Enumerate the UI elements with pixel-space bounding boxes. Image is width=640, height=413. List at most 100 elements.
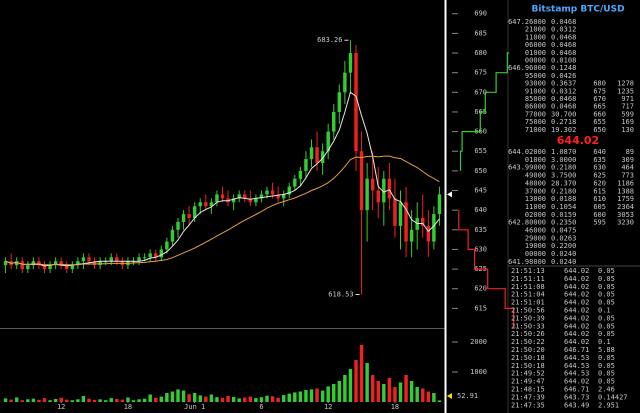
trade-time: 21:49:52 [511,370,545,378]
x-tick-label: Jun 1 [184,403,205,411]
bid-cell: 48000 [525,179,546,187]
x-tick-label: 18 [391,403,399,411]
bid-cell: 0.0475 [551,227,576,235]
bid-cell: 643.99000 [508,164,546,172]
candle-body [254,198,258,203]
book-title: Bitstamp BTC/USD [531,5,624,15]
candle-body [159,249,164,258]
volume-bar [276,397,280,402]
volume-bar [309,389,314,402]
volume-bar [415,387,419,402]
volume-bar [209,394,214,402]
bid-cell: 37000 [525,187,546,195]
volume-bar [53,399,58,402]
trade-time: 21:50:33 [511,322,545,330]
candle-body [20,261,24,270]
bid-cell: 644.02000 [508,148,546,156]
candle-body [209,202,214,207]
trade-amount: 5.88 [598,346,615,354]
volume-bar [176,389,180,402]
candle-body [81,257,86,262]
bid-cell: 1.0870 [551,148,576,156]
bid-cell: 0.2350 [551,219,576,227]
ask-cell: 77000 [525,110,546,118]
candle-body [65,265,69,270]
ask-cell: 0.0468 [551,49,576,57]
bid-cell: 615 [593,187,606,195]
ask-cell: 0.0312 [551,26,576,34]
volume-bar [298,391,303,402]
trade-time: 21:47:39 [511,393,545,401]
candle-body [298,170,303,179]
bid-cell: 01000 [525,156,546,164]
y-tick-label: 655 [474,147,487,155]
trade-amount: 0.05 [598,322,615,330]
candle-body [259,194,264,199]
volume-bar [3,398,8,402]
trade-amount: 2.951 [598,401,619,409]
y-tick-label: 675 [474,69,487,77]
ask-cell: 0.0468 [551,33,576,41]
candle-body [215,194,219,203]
candle-body [103,261,108,263]
bid-cell: 19000 [525,242,546,250]
trade-price: 644.02 [564,338,589,346]
trade-amount: 0.1 [598,338,611,346]
candle-body [154,253,158,258]
candle-body [37,261,41,266]
moving-average [5,155,440,266]
candle-body [320,151,325,164]
depth-chart [458,52,516,328]
bid-cell: 641.98000 [508,258,546,266]
bid-cell: 1388 [617,187,634,195]
volume-bar [103,400,108,402]
ask-cell: 0.0468 [551,95,576,103]
candle-body [287,186,291,195]
ask-cell: 75000 [525,118,546,126]
y-tick-label: 645 [474,187,487,195]
candle-body [31,261,36,266]
candle-body [170,229,175,242]
ask-cell: 130 [621,126,634,134]
volume-bar [337,381,342,402]
ask-cell: 599 [621,110,634,118]
volume-bar [14,397,19,402]
volume-bar [165,393,169,402]
bid-cell: 0.1054 [551,203,576,211]
volume-bar [404,375,408,402]
bid-cell: 49000 [525,172,546,180]
volume-bar [181,390,186,402]
candle-body [181,214,186,222]
trade-amount: 0.05 [598,362,615,370]
candle-body [426,225,431,242]
candle-body [87,257,91,262]
bid-cell: 2364 [617,203,634,211]
candle-body [92,261,97,266]
candle-body [265,190,269,195]
candle-body [326,131,330,152]
ask-cell: 93000 [525,80,546,88]
candle-body [198,202,202,207]
candle-body [131,261,136,263]
candle-body [165,241,169,250]
volume-bar [354,360,358,402]
candle-body [393,198,397,226]
volume-bar [159,396,164,402]
ask-cell: 0.0468 [551,41,576,49]
trade-time: 21:50:39 [511,314,545,322]
volume-bar [320,390,325,402]
ask-cell: 0.0468 [551,18,576,26]
trade-price: 644.02 [564,322,589,330]
ask-cell: 660 [593,110,606,118]
volume-bar [304,390,308,402]
bid-cell: 642.80000 [508,219,546,227]
candle-body [382,178,386,203]
x-tick-label: 12 [57,403,65,411]
last-volume-label: 52.91 [457,392,478,400]
candle-body [270,190,275,195]
bid-cell: 11000 [525,203,546,211]
trade-amount: 0.05 [598,330,615,338]
trade-amount: 0.05 [598,370,615,378]
x-tick-label: 6 [259,403,263,411]
candle-body [293,178,297,187]
